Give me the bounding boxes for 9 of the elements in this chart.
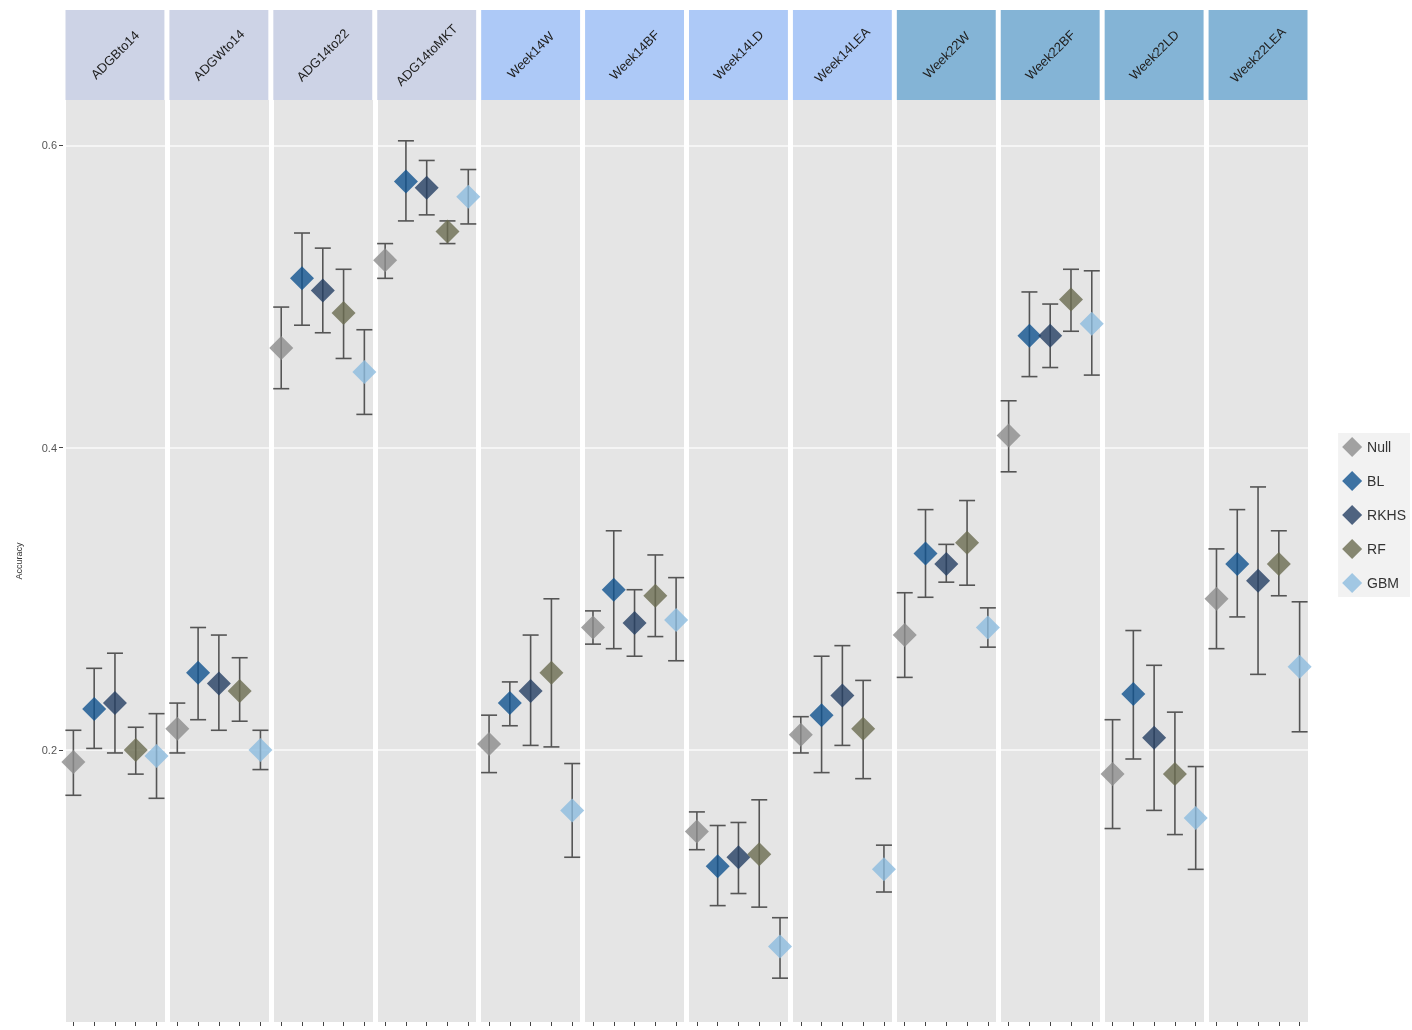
y-tick-label: 0.4: [41, 441, 57, 454]
legend-label: RKHS: [1367, 507, 1407, 523]
y-axis-title: Accuracy: [13, 542, 24, 580]
legend-label: GBM: [1367, 575, 1399, 591]
legend-label: Null: [1367, 439, 1392, 455]
legend-label: BL: [1367, 473, 1385, 489]
y-tick-label: 0.2: [41, 743, 57, 756]
legend-label: RF: [1367, 541, 1386, 557]
y-tick-label: 0.6: [41, 139, 57, 152]
